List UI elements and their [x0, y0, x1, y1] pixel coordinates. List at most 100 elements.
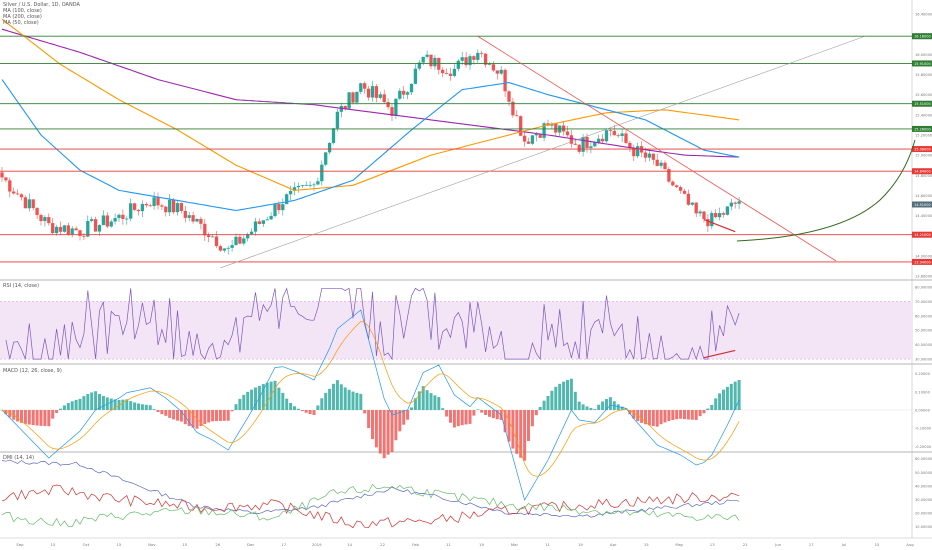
resistance-trendline	[477, 35, 837, 262]
macd-histogram-bar	[644, 410, 647, 425]
candle-body	[620, 133, 624, 136]
candle-body	[171, 199, 176, 213]
candle-body	[476, 52, 480, 60]
time-tick-label: Jun	[774, 542, 782, 547]
macd-histogram-bar	[495, 410, 499, 420]
level-label: 15.26000	[914, 127, 931, 131]
macd-histogram-bar	[332, 383, 335, 410]
candle-body	[468, 56, 472, 66]
rsi-line	[5, 287, 740, 361]
candle-body	[456, 60, 460, 69]
candle-body	[238, 236, 242, 244]
macd-histogram-bar	[413, 398, 417, 410]
macd-histogram-bar	[456, 410, 460, 427]
price-tick-label: 15.60000	[915, 93, 932, 97]
candle-body	[78, 230, 82, 236]
candle-body	[19, 194, 24, 198]
candle-body	[156, 197, 160, 206]
candle-body	[4, 177, 8, 181]
macd-histogram-bar	[655, 410, 659, 427]
candle-body	[425, 54, 429, 57]
macd-histogram-bar	[460, 410, 464, 426]
dmi-tick-label: 30.00000	[915, 498, 932, 502]
candle-body	[667, 169, 671, 182]
macd-histogram-bar	[250, 389, 254, 410]
macd-histogram-bar	[503, 410, 507, 433]
candle-body	[714, 212, 718, 218]
candle-body	[710, 212, 714, 227]
macd-histogram-bar	[605, 399, 608, 410]
candle-body	[316, 181, 320, 185]
candle-body	[183, 210, 187, 218]
macd-histogram-bar	[343, 387, 347, 410]
candle-body	[121, 214, 125, 219]
candle-body	[526, 141, 531, 144]
candle-body	[733, 202, 737, 204]
macd-histogram-bar	[109, 398, 113, 410]
time-tick-label: Feb	[412, 542, 419, 547]
rsi-tick-label: 30.00000	[915, 358, 932, 362]
candle-body	[191, 215, 195, 222]
time-tick-label: May	[675, 542, 684, 547]
dmi-tick-label: 20.00000	[915, 511, 932, 515]
candle-body	[312, 184, 316, 186]
candle-body	[370, 86, 375, 98]
time-tick-label: 15	[875, 542, 880, 547]
legend-ma50[interactable]: MA (50, close)	[3, 20, 39, 26]
candle-body	[554, 123, 558, 133]
candle-body	[210, 236, 215, 238]
time-tick-label: Aug	[906, 542, 914, 547]
macd-histogram-bar	[675, 410, 679, 420]
level-label: 14.21000	[914, 233, 931, 237]
candle-body	[616, 135, 620, 137]
macd-histogram-bar	[394, 410, 398, 441]
macd-histogram-bar	[527, 410, 530, 442]
macd-histogram-bar	[729, 383, 733, 410]
legend-ma100[interactable]: MA (100, close)	[3, 8, 42, 14]
candle-body	[585, 137, 589, 148]
macd-histogram-bar	[737, 380, 741, 410]
candle-body	[472, 56, 476, 60]
macd-histogram-bar	[129, 401, 133, 410]
macd-histogram-bar	[152, 409, 156, 410]
candle-body	[511, 101, 515, 116]
macd-histogram-bar	[425, 390, 429, 410]
macd-histogram-bar	[355, 392, 359, 410]
macd-histogram-bar	[363, 410, 367, 414]
candle-body	[725, 206, 730, 215]
macd-histogram-bar	[242, 394, 246, 410]
macd-histogram-bar	[160, 410, 164, 415]
dmi-tick-label: 10.00000	[915, 525, 932, 529]
price-tick-label: 15.20000	[915, 133, 932, 137]
time-tick-label: 17	[281, 542, 286, 547]
candle-body	[109, 221, 113, 227]
macd-histogram-bar	[554, 386, 558, 410]
candle-body	[93, 219, 98, 232]
candle-body	[448, 73, 453, 76]
time-tick-label: 21	[743, 542, 748, 547]
level-label-box	[912, 125, 932, 132]
macd-histogram-bar	[261, 384, 265, 410]
candle-body	[226, 247, 230, 249]
macd-histogram-bar	[569, 378, 573, 410]
macd-histogram-bar	[616, 404, 620, 410]
candle-body	[0, 172, 4, 178]
macd-histogram-bar	[27, 410, 31, 425]
macd-histogram-bar	[550, 390, 554, 410]
macd-histogram-bar	[47, 410, 51, 427]
price-tick-label: 14.00000	[915, 254, 932, 258]
macd-histogram-bar	[577, 401, 581, 410]
macd-histogram-bar	[722, 389, 725, 410]
candle-body	[113, 218, 117, 222]
legend-ma200[interactable]: MA (200, close)	[3, 14, 42, 20]
macd-histogram-bar	[589, 407, 593, 410]
candle-body	[261, 220, 265, 224]
macd-histogram-bar	[289, 403, 293, 410]
macd-histogram-bar	[445, 410, 449, 417]
macd-histogram-bar	[137, 403, 140, 410]
candle-body	[655, 159, 659, 166]
candle-body	[148, 205, 152, 207]
macd-histogram-bar	[441, 408, 445, 410]
candle-body	[706, 219, 710, 227]
macd-histogram-bar	[632, 410, 636, 419]
